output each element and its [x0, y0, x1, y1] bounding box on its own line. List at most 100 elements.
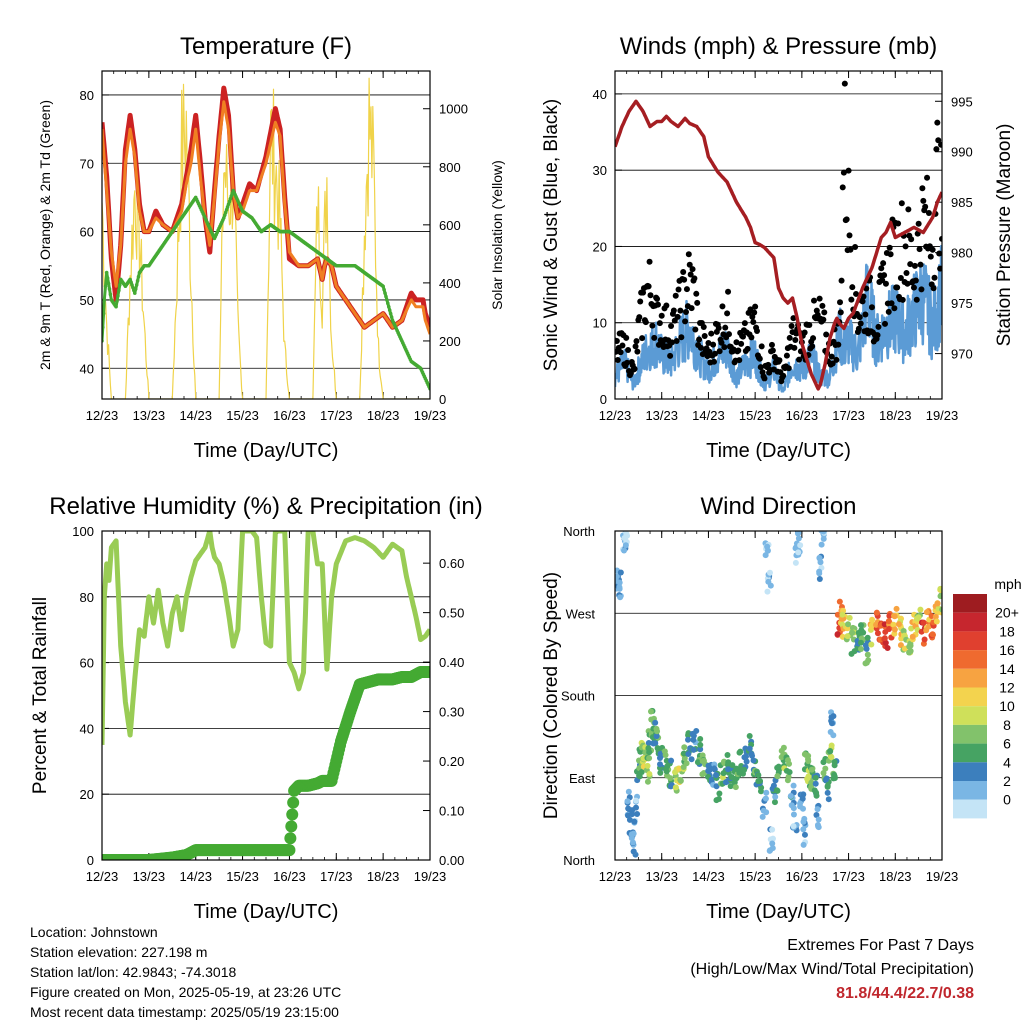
- x-tick-label: 18/23: [367, 869, 400, 884]
- direction-point: [891, 626, 898, 633]
- data-point: [670, 307, 677, 314]
- dewpoint-point: [117, 288, 121, 293]
- y2-tick-label: 975: [951, 296, 973, 311]
- direction-point: [914, 615, 921, 622]
- data-point: [934, 119, 941, 126]
- legend-label: 12: [999, 680, 1015, 696]
- data-point: [809, 343, 816, 350]
- series-points: [615, 80, 942, 385]
- y-axis-label: Percent & Total Rainfall: [30, 597, 51, 794]
- data-point: [931, 274, 938, 281]
- data-point: [725, 288, 732, 295]
- direction-point: [844, 633, 851, 640]
- direction-point: [816, 555, 823, 562]
- direction-point: [858, 645, 865, 652]
- direction-point: [694, 759, 701, 766]
- direction-point: [800, 791, 807, 798]
- data-point: [640, 289, 647, 296]
- direction-point: [760, 807, 767, 814]
- data-point: [646, 258, 653, 265]
- data-point: [675, 286, 682, 293]
- data-point: [424, 666, 430, 678]
- direction-point: [742, 753, 749, 760]
- data-point: [631, 365, 638, 372]
- direction-point: [881, 635, 888, 642]
- dewpoint-point: [387, 308, 392, 312]
- direction-point: [622, 542, 629, 549]
- data-point: [857, 320, 864, 327]
- y-tick-label: 40: [593, 87, 607, 102]
- data-point: [769, 347, 776, 354]
- direction-point: [672, 784, 679, 791]
- dewpoint-point: [129, 280, 133, 284]
- data-point: [898, 200, 905, 207]
- x-axis-label: Time (Day/UTC): [194, 901, 339, 923]
- created-text: Figure created on Mon, 2025-05-19, at 23…: [30, 984, 342, 1000]
- direction-point: [893, 605, 900, 612]
- x-axis-label: Time (Day/UTC): [194, 440, 339, 462]
- data-point: [899, 296, 906, 303]
- data-point: [286, 808, 299, 821]
- dewpoint-point: [102, 325, 105, 330]
- data-point: [882, 280, 889, 287]
- plot-frame: [614, 530, 943, 861]
- data-point: [835, 341, 842, 348]
- direction-point: [652, 719, 659, 726]
- y-tick-label: 20: [80, 787, 94, 802]
- direction-point: [685, 736, 692, 743]
- data-point: [791, 344, 798, 351]
- y2-tick-label: 0: [439, 392, 446, 407]
- data-point: [636, 314, 643, 321]
- direction-point: [653, 733, 660, 740]
- direction-point: [647, 708, 654, 715]
- legend-swatch: [953, 724, 987, 744]
- direction-point: [900, 627, 907, 634]
- direction-point: [815, 823, 822, 830]
- direction-point: [801, 815, 808, 822]
- direction-point: [626, 521, 632, 527]
- legend-label: 16: [999, 642, 1015, 658]
- direction-point: [923, 609, 930, 616]
- direction-point: [846, 614, 853, 621]
- direction-point: [736, 769, 743, 776]
- data-point: [754, 328, 761, 335]
- direction-point: [814, 806, 821, 813]
- direction-point: [790, 805, 797, 812]
- direction-point: [749, 752, 756, 759]
- data-point: [617, 349, 624, 356]
- plot-area: [102, 77, 430, 399]
- direction-point: [650, 740, 657, 747]
- data-point: [689, 266, 696, 273]
- dewpoint-point: [225, 205, 230, 209]
- dewpoint-point: [102, 298, 107, 302]
- direction-point: [697, 735, 704, 742]
- y-axis-label: Sonic Wind & Gust (Blue, Black): [541, 99, 562, 371]
- y-tick-label: 80: [80, 88, 94, 103]
- y-tick-label: 100: [72, 524, 94, 539]
- data-point: [685, 251, 692, 258]
- direction-point: [644, 762, 651, 769]
- legend-swatch: [953, 668, 987, 688]
- direction-point: [813, 789, 820, 796]
- direction-point: [822, 776, 829, 783]
- data-point: [615, 337, 620, 344]
- data-point: [721, 344, 728, 351]
- direction-point: [795, 549, 802, 556]
- data-point: [895, 220, 902, 227]
- direction-point: [884, 645, 891, 652]
- direction-point: [769, 826, 776, 833]
- data-point: [718, 339, 725, 346]
- data-point: [686, 261, 693, 268]
- y2-tick-label: 990: [951, 145, 973, 160]
- dewpoint-point: [106, 281, 111, 286]
- data-point: [672, 292, 679, 299]
- data-point: [924, 174, 931, 181]
- y-tick-label: 30: [593, 163, 607, 178]
- x-tick-label: 16/23: [273, 869, 306, 884]
- y2-tick-label: 0.50: [439, 606, 464, 621]
- direction-point: [621, 547, 628, 554]
- plot-frame: [101, 530, 431, 861]
- direction-point: [886, 612, 893, 619]
- x-tick-label: 19/23: [926, 408, 959, 423]
- data-point: [935, 137, 942, 144]
